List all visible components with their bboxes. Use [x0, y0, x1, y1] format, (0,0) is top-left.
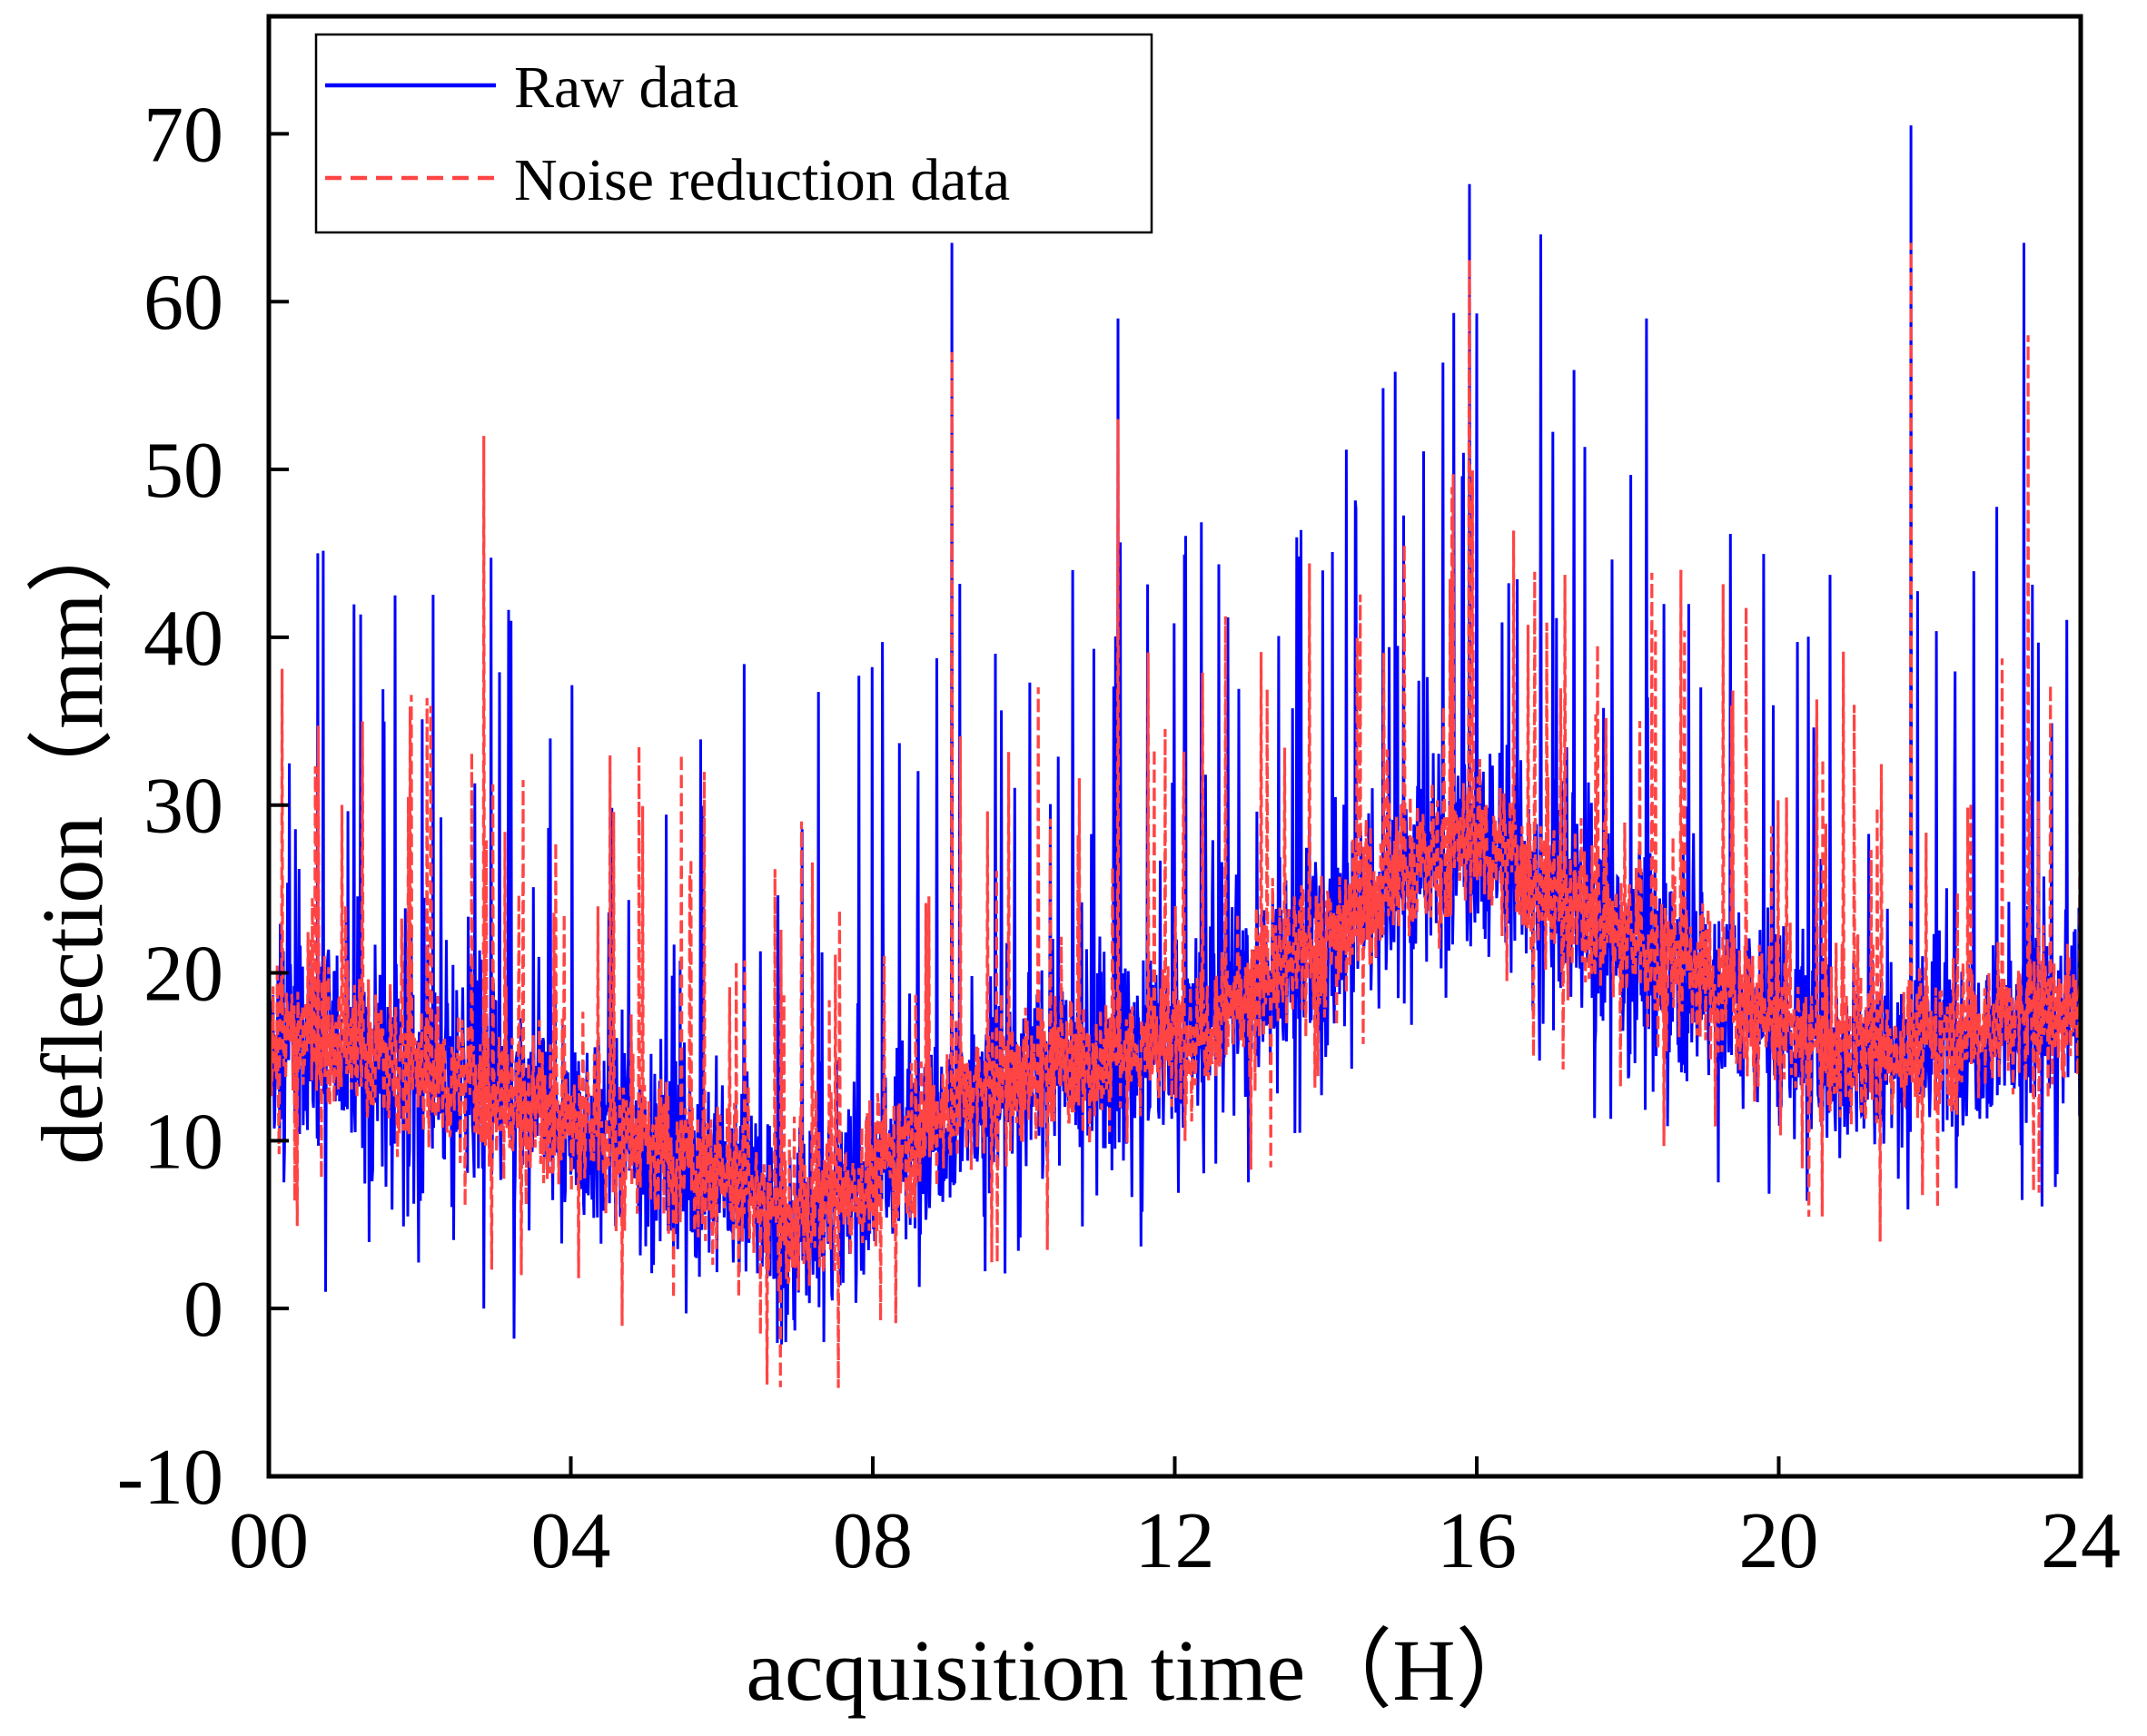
legend-label-noise-reduction-data: Noise reduction data [514, 147, 1010, 213]
series-line-noise-reduction-data [269, 242, 2081, 1388]
x-axis-title: acquisition time（H） [746, 1622, 1542, 1719]
x-axis: 00 04 08 12 16 20 24 [229, 1456, 2121, 1585]
x-tick-label: 08 [833, 1497, 913, 1585]
y-tick-label: 60 [143, 259, 223, 347]
legend: Raw data Noise reduction data [314, 33, 1153, 234]
x-tick-label: 20 [1739, 1497, 1819, 1585]
y-tick-label: 10 [143, 1098, 223, 1186]
y-tick-label: 0 [183, 1266, 223, 1354]
series-layer [269, 125, 2081, 1388]
y-tick-label: 20 [143, 931, 223, 1019]
legend-box [314, 33, 1153, 234]
legend-label-raw-data: Raw data [514, 54, 738, 121]
y-axis: -10 0 10 20 30 40 50 60 70 [117, 91, 289, 1522]
y-tick-label: 50 [143, 427, 223, 515]
y-tick-label: 40 [143, 595, 223, 683]
x-tick-label: 12 [1135, 1497, 1215, 1585]
y-tick-label: 30 [143, 763, 223, 851]
x-tick-label: 00 [229, 1497, 309, 1585]
y-axis-title: deflection（mm） [24, 506, 121, 1164]
y-tick-label: 70 [143, 91, 223, 179]
x-tick-label: 16 [1437, 1497, 1517, 1585]
x-tick-label: 24 [2041, 1497, 2121, 1585]
y-tick-label: -10 [117, 1434, 223, 1522]
x-tick-label: 04 [531, 1497, 611, 1585]
